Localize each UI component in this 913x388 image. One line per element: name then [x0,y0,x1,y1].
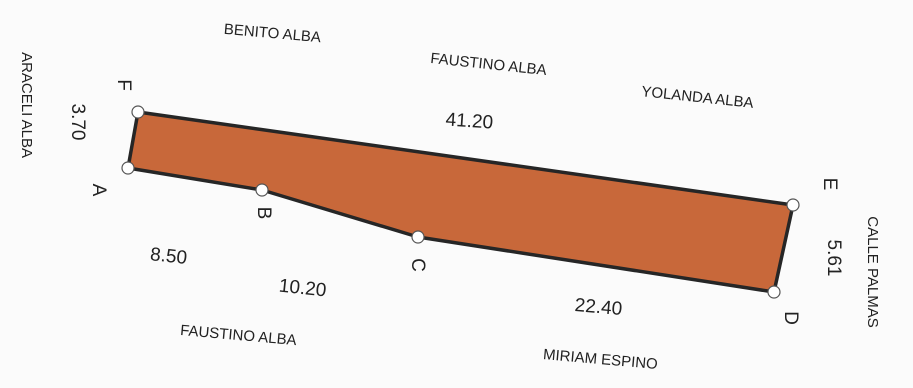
dimension-ed: 5.61 [823,240,844,277]
vertex-label-c: C [407,258,428,272]
vertex-label-d: D [780,311,801,325]
vertex-label-f: F [113,79,134,91]
vertex-marker-f [131,105,145,119]
vertex-marker-a [121,161,135,175]
dimension-bc: 10.20 [278,276,327,302]
owner-north-yolanda: YOLANDA ALBA [641,83,755,112]
vertex-marker-c [411,230,425,244]
owner-north-benito: BENITO ALBA [223,21,321,46]
vertex-label-e: E [819,178,840,191]
owner-south-faustino: FAUSTINO ALBA [180,322,298,349]
vertex-label-b: B [253,207,274,220]
vertex-label-a: A [88,184,109,197]
owner-west-araceli: ARACELI ALBA [18,52,35,158]
dimension-fa: 3.70 [67,104,88,141]
dimension-fe: 41.20 [445,109,494,133]
dimension-ab: 8.50 [149,244,188,269]
dimension-cd: 22.40 [574,295,623,320]
vertex-marker-d [767,285,781,299]
owner-south-miriam: MIRIAM ESPINO [542,346,658,373]
vertex-marker-e [786,198,800,212]
parcel-polygon [126,110,795,294]
owner-east-calle: CALLE PALMAS [864,216,881,327]
vertex-marker-b [255,183,269,197]
owner-north-faustino: FAUSTINO ALBA [430,50,548,79]
